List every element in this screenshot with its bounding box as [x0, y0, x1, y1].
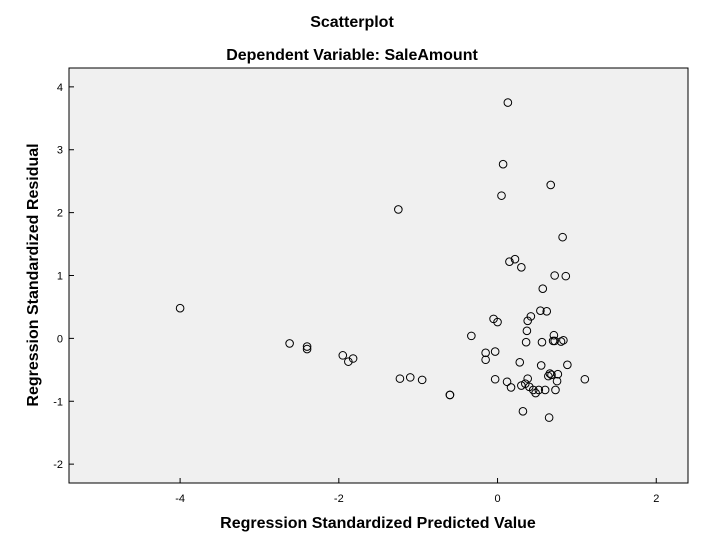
x-axis-label: Regression Standardized Predicted Value — [220, 515, 536, 532]
data-point — [523, 316, 532, 326]
data-point — [394, 205, 403, 214]
data-point — [552, 376, 562, 386]
data-point — [526, 312, 536, 321]
data-point — [556, 337, 566, 346]
data-point — [503, 98, 513, 107]
x-tick-label: 2 — [653, 493, 659, 505]
data-point — [493, 317, 502, 327]
data-point — [549, 330, 559, 340]
x-tick-label: 0 — [494, 493, 500, 505]
data-point — [505, 257, 514, 266]
data-point — [518, 407, 528, 416]
data-point — [490, 347, 500, 356]
x-tick-label: -4 — [175, 493, 185, 505]
y-axis: -2 -1 0 1 2 3 4 — [53, 82, 74, 471]
data-point — [559, 335, 568, 345]
data-point — [490, 374, 500, 384]
y-tick-label: 4 — [57, 82, 63, 94]
data-point — [561, 271, 571, 281]
y-tick-label: -2 — [53, 459, 63, 471]
data-point — [536, 306, 545, 316]
data-point — [506, 383, 516, 392]
data-point — [515, 357, 525, 367]
data-point — [521, 337, 531, 347]
y-tick-label: 0 — [57, 333, 63, 345]
data-point — [517, 263, 526, 272]
data-point — [550, 336, 559, 346]
x-axis: -4 -2 0 2 — [175, 478, 659, 505]
data-point — [517, 381, 526, 390]
data-point — [175, 303, 185, 313]
data-point — [534, 385, 544, 395]
y-tick-label: 3 — [57, 145, 63, 157]
y-axis-label: Regression Standardized Residual — [25, 143, 42, 406]
data-point — [481, 348, 490, 358]
data-point — [502, 377, 512, 387]
data-point — [417, 375, 427, 385]
data-point — [563, 360, 572, 370]
data-point — [498, 159, 508, 169]
data-point — [302, 344, 312, 354]
data-point — [497, 191, 506, 200]
data-point — [467, 331, 476, 341]
data-point — [537, 337, 547, 347]
data-points — [175, 98, 590, 422]
data-point — [544, 413, 554, 422]
y-tick-label: 2 — [57, 208, 63, 220]
data-point — [540, 385, 550, 395]
data-point — [344, 357, 353, 366]
data-point — [538, 284, 548, 294]
data-point — [550, 271, 559, 280]
data-point — [542, 307, 552, 316]
data-point — [531, 388, 540, 398]
y-tick-label: -1 — [53, 396, 63, 408]
y-tick-label: 1 — [57, 271, 63, 283]
x-tick-label: -2 — [334, 493, 344, 505]
data-point — [510, 254, 520, 264]
data-point — [522, 326, 532, 336]
data-point — [395, 374, 405, 383]
data-point — [285, 339, 294, 348]
data-point — [405, 373, 415, 382]
data-point — [348, 354, 358, 363]
data-point — [338, 351, 348, 360]
chart-subtitle: Dependent Variable: SaleAmount — [226, 47, 478, 64]
plot-area — [68, 67, 689, 484]
data-point — [547, 370, 556, 380]
data-point — [302, 342, 312, 351]
data-point — [536, 361, 546, 370]
data-point — [551, 385, 560, 395]
data-point — [546, 180, 556, 190]
data-point — [523, 374, 532, 383]
data-point — [553, 369, 563, 379]
data-point — [558, 232, 567, 242]
data-point — [481, 355, 490, 365]
data-point — [445, 390, 455, 400]
chart-title: Scatterplot — [310, 14, 394, 31]
data-point — [580, 374, 590, 384]
